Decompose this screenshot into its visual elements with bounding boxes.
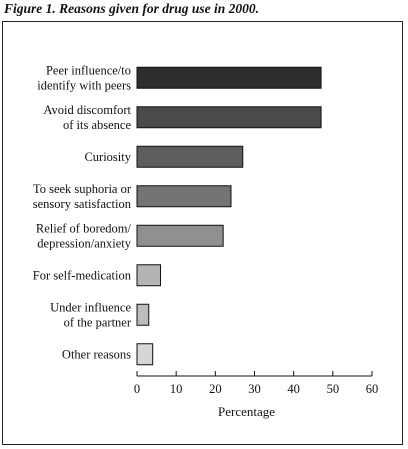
x-tick-label-10: 10 (170, 382, 183, 396)
x-tick-label-50: 50 (327, 382, 340, 396)
bar-7 (137, 304, 149, 325)
bars-layer (137, 67, 321, 365)
category-label-6: For self-medication (33, 268, 132, 282)
bar-2 (137, 107, 321, 128)
x-tick-label-40: 40 (287, 382, 300, 396)
category-labels: Peer influence/to identify with peers Avoi… (33, 63, 132, 361)
x-tick-label-30: 30 (248, 382, 261, 396)
bar-4 (137, 186, 231, 207)
category-label-2: Avoid discomfort of its absence (43, 103, 131, 132)
bar-1 (137, 67, 321, 88)
category-label-3: Curiosity (84, 150, 131, 164)
bar-8 (137, 344, 153, 365)
category-label-7: Under influence of the partner (50, 300, 132, 329)
bar-6 (137, 265, 161, 286)
category-label-8: Other reasons (62, 347, 131, 361)
category-label-5: Relief of boredom/depression/anxiety (36, 221, 132, 250)
x-tick-label-0: 0 (134, 382, 140, 396)
x-tick-label-20: 20 (209, 382, 222, 396)
x-axis-label: Percentage (218, 404, 275, 419)
x-axis: 0 10 20 30 40 50 60 Percentage (134, 371, 378, 419)
category-label-1: Peer influence/to identify with peers (37, 63, 131, 92)
category-label-4: To seek suphoria or sensory satisfaction (33, 182, 132, 211)
bar-5 (137, 225, 223, 246)
bar-3 (137, 146, 243, 167)
x-tick-label-60: 60 (366, 382, 379, 396)
